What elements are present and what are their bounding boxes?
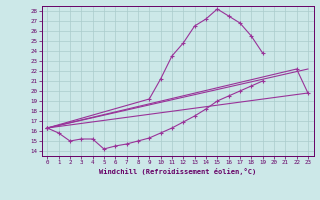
X-axis label: Windchill (Refroidissement éolien,°C): Windchill (Refroidissement éolien,°C) (99, 168, 256, 175)
